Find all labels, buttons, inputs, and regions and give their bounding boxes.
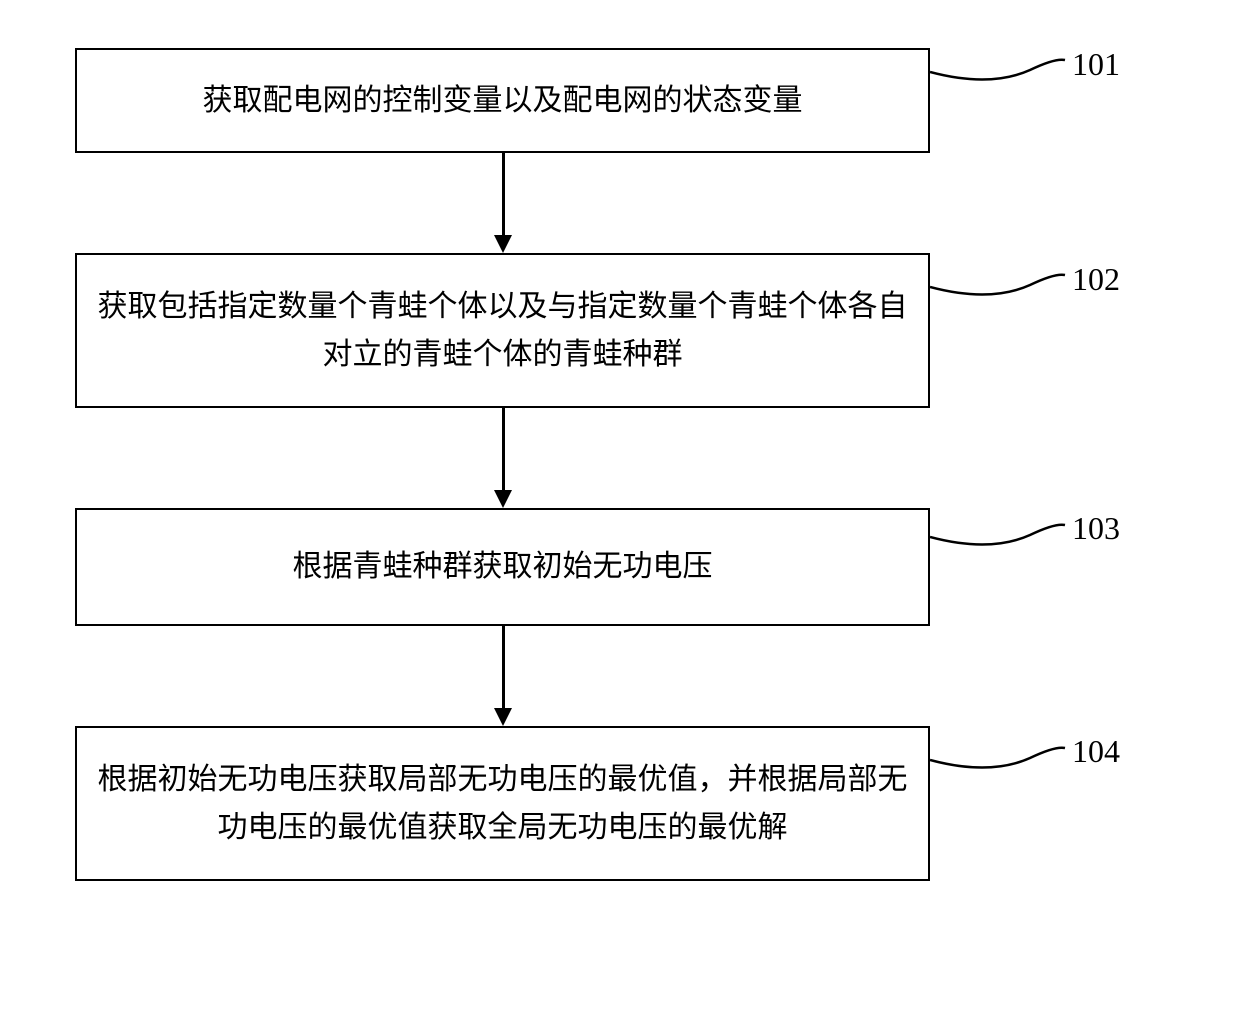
arrow-1-line [502,153,505,235]
step-4-label: 104 [1072,733,1120,770]
arrow-1-head [494,235,512,253]
arrow-3-line [502,626,505,708]
step-3-connector [930,505,1070,555]
step-3-text: 根据青蛙种群获取初始无功电压 [293,543,713,591]
step-4-text: 根据初始无功电压获取局部无功电压的最优值，并根据局部无功电压的最优值获取全局无功… [97,756,908,852]
step-1-connector [930,40,1070,90]
step-2-label: 102 [1072,261,1120,298]
step-4-connector [930,728,1070,778]
step-2-connector [930,255,1070,305]
step-1-text: 获取配电网的控制变量以及配电网的状态变量 [203,77,803,125]
flowchart-container: 获取配电网的控制变量以及配电网的状态变量 101 获取包括指定数量个青蛙个体以及… [0,0,1239,1024]
step-4-box: 根据初始无功电压获取局部无功电压的最优值，并根据局部无功电压的最优值获取全局无功… [75,726,930,881]
arrow-3-head [494,708,512,726]
arrow-2-head [494,490,512,508]
step-3-box: 根据青蛙种群获取初始无功电压 [75,508,930,626]
step-3-label: 103 [1072,510,1120,547]
step-2-text: 获取包括指定数量个青蛙个体以及与指定数量个青蛙个体各自对立的青蛙个体的青蛙种群 [97,283,908,379]
arrow-2-line [502,408,505,490]
step-1-label: 101 [1072,46,1120,83]
step-2-box: 获取包括指定数量个青蛙个体以及与指定数量个青蛙个体各自对立的青蛙个体的青蛙种群 [75,253,930,408]
step-1-box: 获取配电网的控制变量以及配电网的状态变量 [75,48,930,153]
